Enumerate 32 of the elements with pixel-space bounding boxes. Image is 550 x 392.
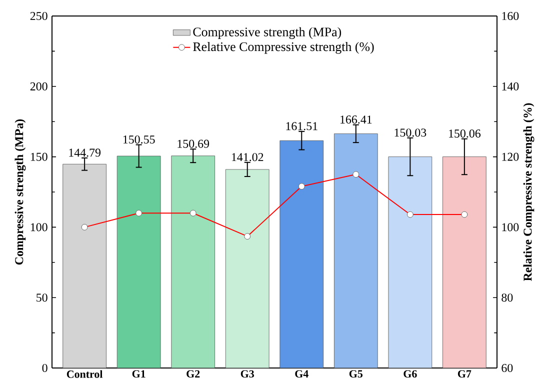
y-tick-label: 250 xyxy=(30,12,48,20)
y2-tick-label: 60 xyxy=(502,364,513,372)
data-label: 144.79 xyxy=(69,148,101,157)
y-axis-title: Compressive strength (MPa) xyxy=(14,119,26,265)
y2-tick-label: 80 xyxy=(502,294,513,302)
data-label: 150.03 xyxy=(394,128,426,137)
y2-tick-label: 160 xyxy=(502,12,519,20)
x-tick-label: G2 xyxy=(186,370,200,378)
data-label: 161.51 xyxy=(286,122,318,130)
x-tick-label: G5 xyxy=(349,370,363,378)
legend-label: Compressive strength (MPa) xyxy=(193,27,342,40)
y2-tick-label: 100 xyxy=(502,223,519,232)
x-tick-label: G1 xyxy=(132,370,146,378)
y-tick-label: 100 xyxy=(30,223,48,232)
y-tick-label: 200 xyxy=(30,82,48,90)
data-label: 166.41 xyxy=(340,116,372,124)
data-label: 141.02 xyxy=(232,153,264,162)
x-tick-label: G6 xyxy=(404,370,417,378)
y-tick-label: 0 xyxy=(42,364,48,372)
y2-axis-title: Relative Compressive strength (%) xyxy=(523,103,534,282)
data-label: 150.55 xyxy=(123,135,155,144)
y-tick-label: 50 xyxy=(36,294,48,302)
x-tick-label: Control xyxy=(66,370,103,378)
y2-tick-label: 120 xyxy=(502,152,519,161)
x-tick-label: G7 xyxy=(458,370,472,378)
legend-label: Relative Compressive strength (%) xyxy=(193,42,374,54)
x-tick-label: G3 xyxy=(240,370,254,378)
y2-tick-label: 140 xyxy=(502,82,519,90)
y-tick-label: 150 xyxy=(30,152,48,161)
x-tick-label: G4 xyxy=(295,370,308,378)
data-label: 150.06 xyxy=(449,130,481,138)
data-label: 150.69 xyxy=(178,140,210,148)
